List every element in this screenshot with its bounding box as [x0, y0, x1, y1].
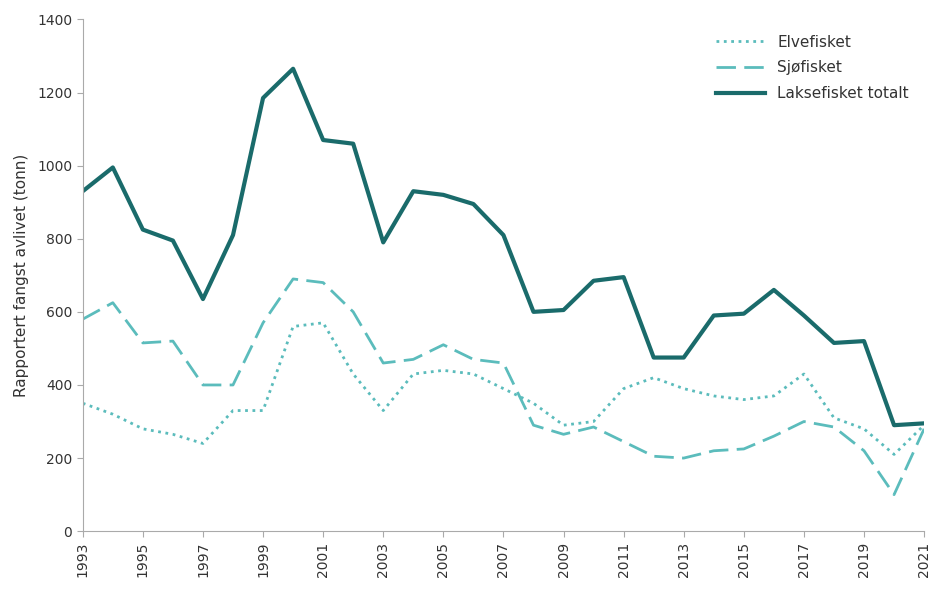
Elvefisket — [828, 414, 839, 421]
Elvefisket — [528, 400, 539, 407]
Elvefisket — [707, 392, 718, 400]
Elvefisket — [467, 371, 479, 378]
Sjøfisket — [767, 433, 779, 440]
Laksefisket totalt — [648, 354, 659, 361]
Elvefisket — [137, 426, 148, 433]
Sjøfisket — [467, 356, 479, 363]
Sjøfisket — [587, 424, 598, 431]
Laksefisket totalt — [918, 420, 929, 427]
Elvefisket — [257, 407, 268, 414]
Sjøfisket — [317, 279, 329, 286]
Sjøfisket — [918, 426, 929, 433]
Sjøfisket — [77, 316, 89, 323]
Laksefisket totalt — [617, 274, 629, 281]
Laksefisket totalt — [197, 296, 209, 303]
Elvefisket — [678, 385, 689, 392]
Laksefisket totalt — [587, 277, 598, 284]
Elvefisket — [197, 440, 209, 447]
Elvefisket — [287, 323, 298, 330]
Elvefisket — [798, 371, 809, 378]
Elvefisket — [407, 371, 418, 378]
Laksefisket totalt — [887, 421, 899, 428]
Sjøfisket — [557, 431, 568, 438]
Elvefisket — [557, 421, 568, 428]
Laksefisket totalt — [467, 200, 479, 207]
Sjøfisket — [887, 491, 899, 498]
Line: Laksefisket totalt: Laksefisket totalt — [83, 69, 923, 425]
Elvefisket — [497, 385, 509, 392]
Elvefisket — [737, 396, 749, 403]
Sjøfisket — [437, 341, 448, 348]
Laksefisket totalt — [257, 95, 268, 102]
Sjøfisket — [737, 446, 749, 453]
Laksefisket totalt — [287, 65, 298, 72]
Laksefisket totalt — [107, 164, 118, 171]
Sjøfisket — [497, 359, 509, 366]
Elvefisket — [317, 319, 329, 326]
Elvefisket — [378, 407, 389, 414]
Laksefisket totalt — [767, 287, 779, 294]
Elvefisket — [887, 451, 899, 458]
Laksefisket totalt — [437, 191, 448, 199]
Sjøfisket — [798, 418, 809, 425]
Elvefisket — [77, 400, 89, 407]
Legend: Elvefisket, Sjøfisket, Laksefisket totalt: Elvefisket, Sjøfisket, Laksefisket total… — [708, 27, 916, 109]
Sjøfisket — [828, 424, 839, 431]
Laksefisket totalt — [137, 226, 148, 233]
Sjøfisket — [197, 381, 209, 388]
Elvefisket — [767, 392, 779, 400]
Y-axis label: Rapportert fangst avlivet (tonn): Rapportert fangst avlivet (tonn) — [14, 154, 29, 397]
Laksefisket totalt — [857, 337, 868, 345]
Sjøfisket — [648, 453, 659, 460]
Sjøfisket — [228, 381, 239, 388]
Laksefisket totalt — [77, 188, 89, 195]
Laksefisket totalt — [798, 312, 809, 319]
Elvefisket — [437, 367, 448, 374]
Sjøfisket — [257, 319, 268, 326]
Sjøfisket — [287, 275, 298, 282]
Sjøfisket — [857, 447, 868, 454]
Line: Elvefisket: Elvefisket — [83, 323, 923, 454]
Elvefisket — [857, 426, 868, 433]
Laksefisket totalt — [737, 310, 749, 317]
Laksefisket totalt — [557, 307, 568, 314]
Laksefisket totalt — [707, 312, 718, 319]
Sjøfisket — [407, 356, 418, 363]
Laksefisket totalt — [378, 239, 389, 246]
Elvefisket — [648, 374, 659, 381]
Elvefisket — [587, 418, 598, 425]
Sjøfisket — [378, 359, 389, 366]
Sjøfisket — [137, 339, 148, 346]
Sjøfisket — [678, 454, 689, 462]
Elvefisket — [167, 431, 178, 438]
Elvefisket — [617, 385, 629, 392]
Sjøfisket — [347, 309, 359, 316]
Sjøfisket — [107, 299, 118, 306]
Laksefisket totalt — [528, 309, 539, 316]
Elvefisket — [107, 411, 118, 418]
Laksefisket totalt — [497, 232, 509, 239]
Elvefisket — [347, 371, 359, 378]
Sjøfisket — [707, 447, 718, 454]
Laksefisket totalt — [828, 339, 839, 346]
Laksefisket totalt — [317, 137, 329, 144]
Sjøfisket — [167, 337, 178, 345]
Sjøfisket — [528, 421, 539, 428]
Laksefisket totalt — [167, 237, 178, 244]
Laksefisket totalt — [347, 140, 359, 147]
Laksefisket totalt — [407, 188, 418, 195]
Line: Sjøfisket: Sjøfisket — [83, 279, 923, 495]
Laksefisket totalt — [678, 354, 689, 361]
Laksefisket totalt — [228, 232, 239, 239]
Sjøfisket — [617, 438, 629, 445]
Elvefisket — [918, 421, 929, 428]
Elvefisket — [228, 407, 239, 414]
